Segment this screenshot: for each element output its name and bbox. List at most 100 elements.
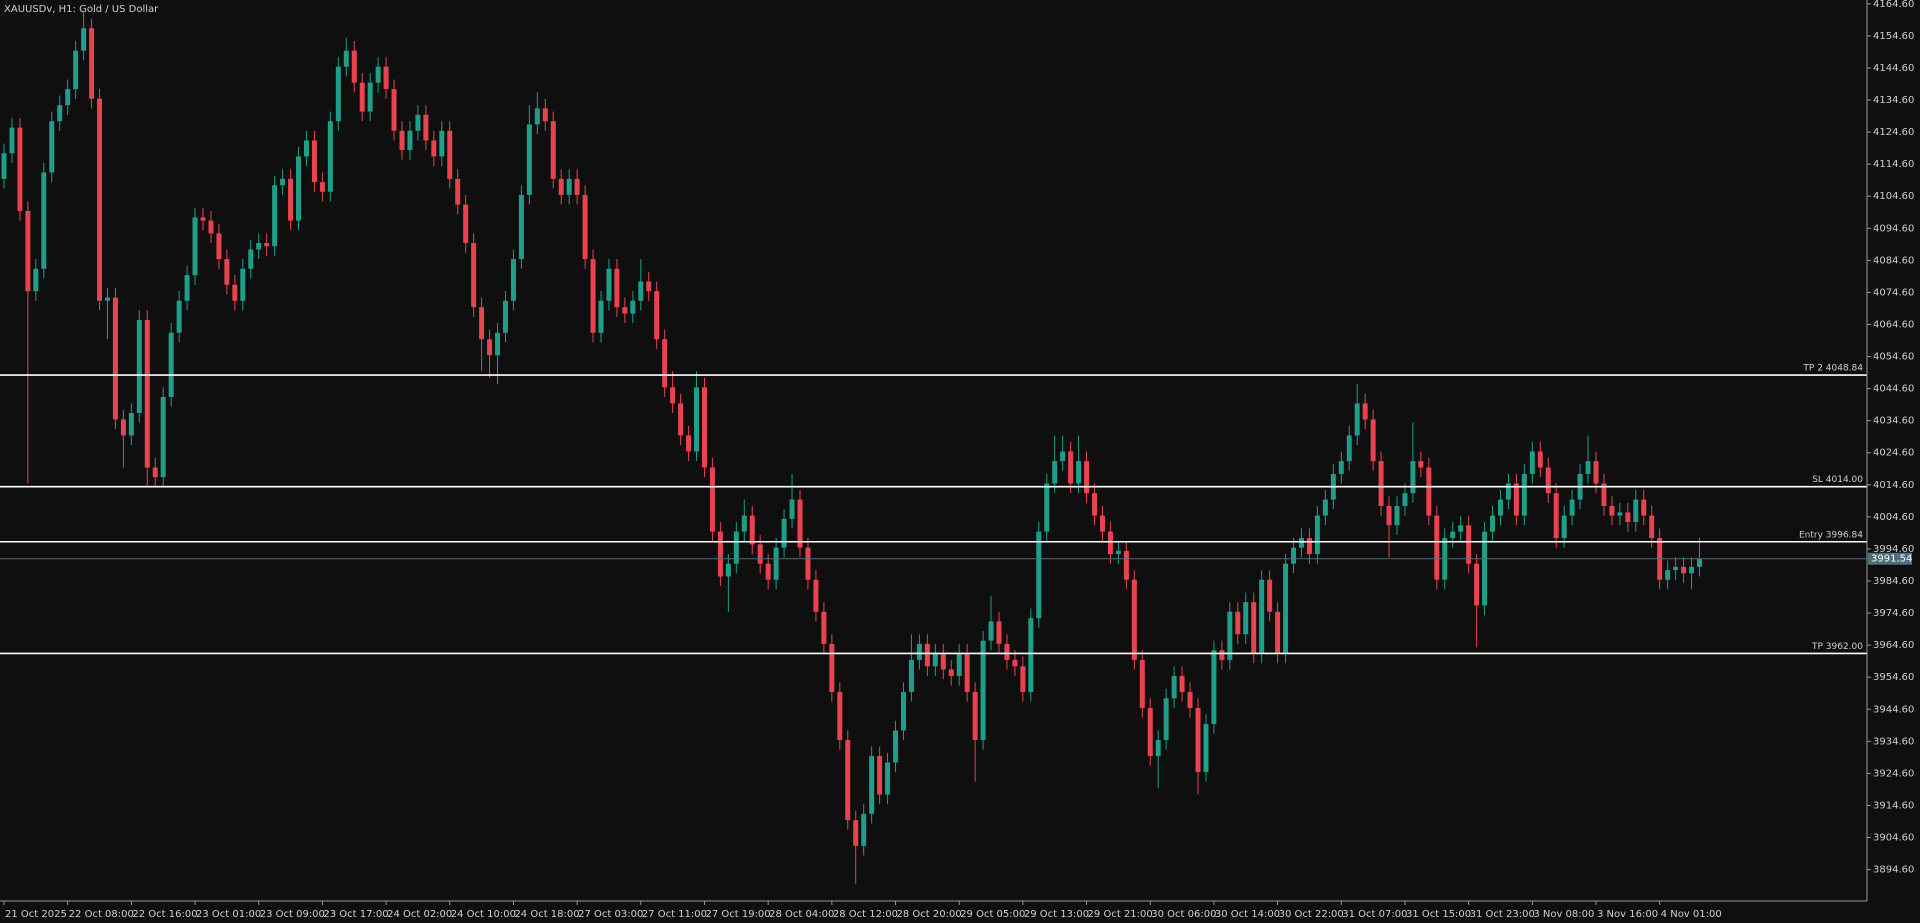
candle-body bbox=[725, 563, 731, 577]
candle-body bbox=[749, 515, 755, 545]
candle-body bbox=[1410, 461, 1416, 494]
candle-body bbox=[1036, 531, 1042, 619]
candle-body bbox=[375, 66, 381, 83]
y-tick-label: 3914.60 bbox=[1873, 800, 1914, 811]
candle-body bbox=[224, 259, 230, 285]
candle-body bbox=[200, 217, 206, 221]
candle-body bbox=[415, 114, 421, 131]
candle-body bbox=[1561, 515, 1567, 539]
x-tick-label: 31 Oct 15:00 bbox=[1406, 909, 1471, 920]
candle-body bbox=[709, 467, 715, 532]
candle-body bbox=[9, 127, 15, 154]
candle-body bbox=[1259, 579, 1265, 654]
candle-body bbox=[1179, 675, 1185, 692]
candle-body bbox=[1617, 512, 1623, 516]
y-tick-label: 4124.60 bbox=[1873, 127, 1914, 138]
candle-body bbox=[152, 467, 158, 478]
candle-body bbox=[829, 643, 835, 692]
candle-body bbox=[1187, 691, 1193, 708]
candle-body bbox=[25, 210, 31, 292]
candle-body bbox=[1219, 650, 1225, 660]
candle-body bbox=[638, 281, 644, 301]
candle-body bbox=[407, 130, 413, 151]
y-tick-label: 3934.60 bbox=[1873, 736, 1914, 747]
candle-body bbox=[996, 621, 1002, 644]
candle-body bbox=[566, 178, 572, 195]
candle-body bbox=[1466, 525, 1472, 564]
candle-body bbox=[49, 121, 55, 173]
y-tick-label: 4004.60 bbox=[1873, 512, 1914, 523]
candle-body bbox=[1099, 515, 1105, 532]
x-tick-label: 24 Oct 10:00 bbox=[451, 909, 516, 920]
x-tick-label: 3 Nov 08:00 bbox=[1533, 909, 1594, 920]
candle-body bbox=[893, 730, 899, 763]
candle-body bbox=[463, 204, 469, 244]
y-tick-label: 3954.60 bbox=[1873, 672, 1914, 683]
candle-body bbox=[606, 268, 612, 301]
candle-body bbox=[1394, 505, 1400, 526]
candle-body bbox=[885, 762, 891, 795]
candle-body bbox=[877, 756, 883, 795]
x-tick-label: 27 Oct 03:00 bbox=[578, 909, 643, 920]
candle-body bbox=[1641, 499, 1647, 516]
candle-body bbox=[1696, 558, 1702, 567]
candle-body bbox=[1123, 550, 1129, 580]
level-label: Entry 3996.84 bbox=[1799, 530, 1863, 540]
candle-body bbox=[391, 89, 397, 131]
candle-body bbox=[1569, 499, 1575, 516]
candle-body bbox=[1346, 435, 1352, 462]
x-tick-label: 30 Oct 14:00 bbox=[1215, 909, 1280, 920]
candle-body bbox=[972, 691, 978, 741]
candle-body bbox=[1497, 499, 1503, 516]
candle-body bbox=[598, 300, 604, 333]
candle-body bbox=[280, 178, 286, 186]
y-tick-label: 4074.60 bbox=[1873, 287, 1914, 298]
candle-body bbox=[176, 300, 182, 333]
candle-body bbox=[168, 332, 174, 397]
candle-body bbox=[1235, 611, 1241, 635]
candle-body bbox=[1195, 707, 1201, 773]
x-tick-label: 30 Oct 06:00 bbox=[1151, 909, 1216, 920]
candle-body bbox=[534, 108, 540, 125]
candle-body bbox=[1251, 602, 1257, 654]
y-tick-label: 3984.60 bbox=[1873, 576, 1914, 587]
candle-body bbox=[192, 217, 198, 276]
x-tick-label: 23 Oct 17:00 bbox=[323, 909, 388, 920]
candle-body bbox=[57, 105, 63, 122]
candle-body bbox=[264, 243, 270, 247]
y-tick-label: 4144.60 bbox=[1873, 63, 1914, 74]
candle-body bbox=[1076, 461, 1082, 484]
y-tick-label: 4014.60 bbox=[1873, 480, 1914, 491]
last-price-label: 3991.54 bbox=[1871, 554, 1912, 565]
candle-body bbox=[112, 297, 118, 420]
candle-body bbox=[423, 114, 429, 141]
candle-body bbox=[1203, 724, 1209, 773]
candle-body bbox=[97, 98, 103, 301]
candle-body bbox=[1107, 531, 1113, 555]
candle-body bbox=[646, 281, 652, 292]
candle-body bbox=[1004, 643, 1010, 660]
candle-body bbox=[120, 419, 126, 436]
candle-body bbox=[861, 813, 867, 846]
candle-body bbox=[1298, 538, 1304, 548]
x-tick-label: 29 Oct 21:00 bbox=[1088, 909, 1153, 920]
candle-body bbox=[216, 233, 222, 260]
candle-body bbox=[1490, 515, 1496, 532]
candle-body bbox=[128, 412, 134, 436]
candle-body bbox=[980, 640, 986, 741]
y-tick-label: 4064.60 bbox=[1873, 319, 1914, 330]
candle-body bbox=[526, 124, 532, 195]
candle-body bbox=[574, 178, 580, 195]
candle-body bbox=[940, 653, 946, 670]
candle-body bbox=[558, 178, 564, 195]
candle-body bbox=[351, 50, 357, 83]
candle-body bbox=[41, 172, 47, 269]
candle-body bbox=[1378, 461, 1384, 506]
candle-body bbox=[550, 121, 556, 179]
candle-body bbox=[845, 740, 851, 821]
candle-body bbox=[1322, 499, 1328, 516]
candle-body bbox=[431, 140, 437, 157]
candle-body bbox=[590, 259, 596, 333]
